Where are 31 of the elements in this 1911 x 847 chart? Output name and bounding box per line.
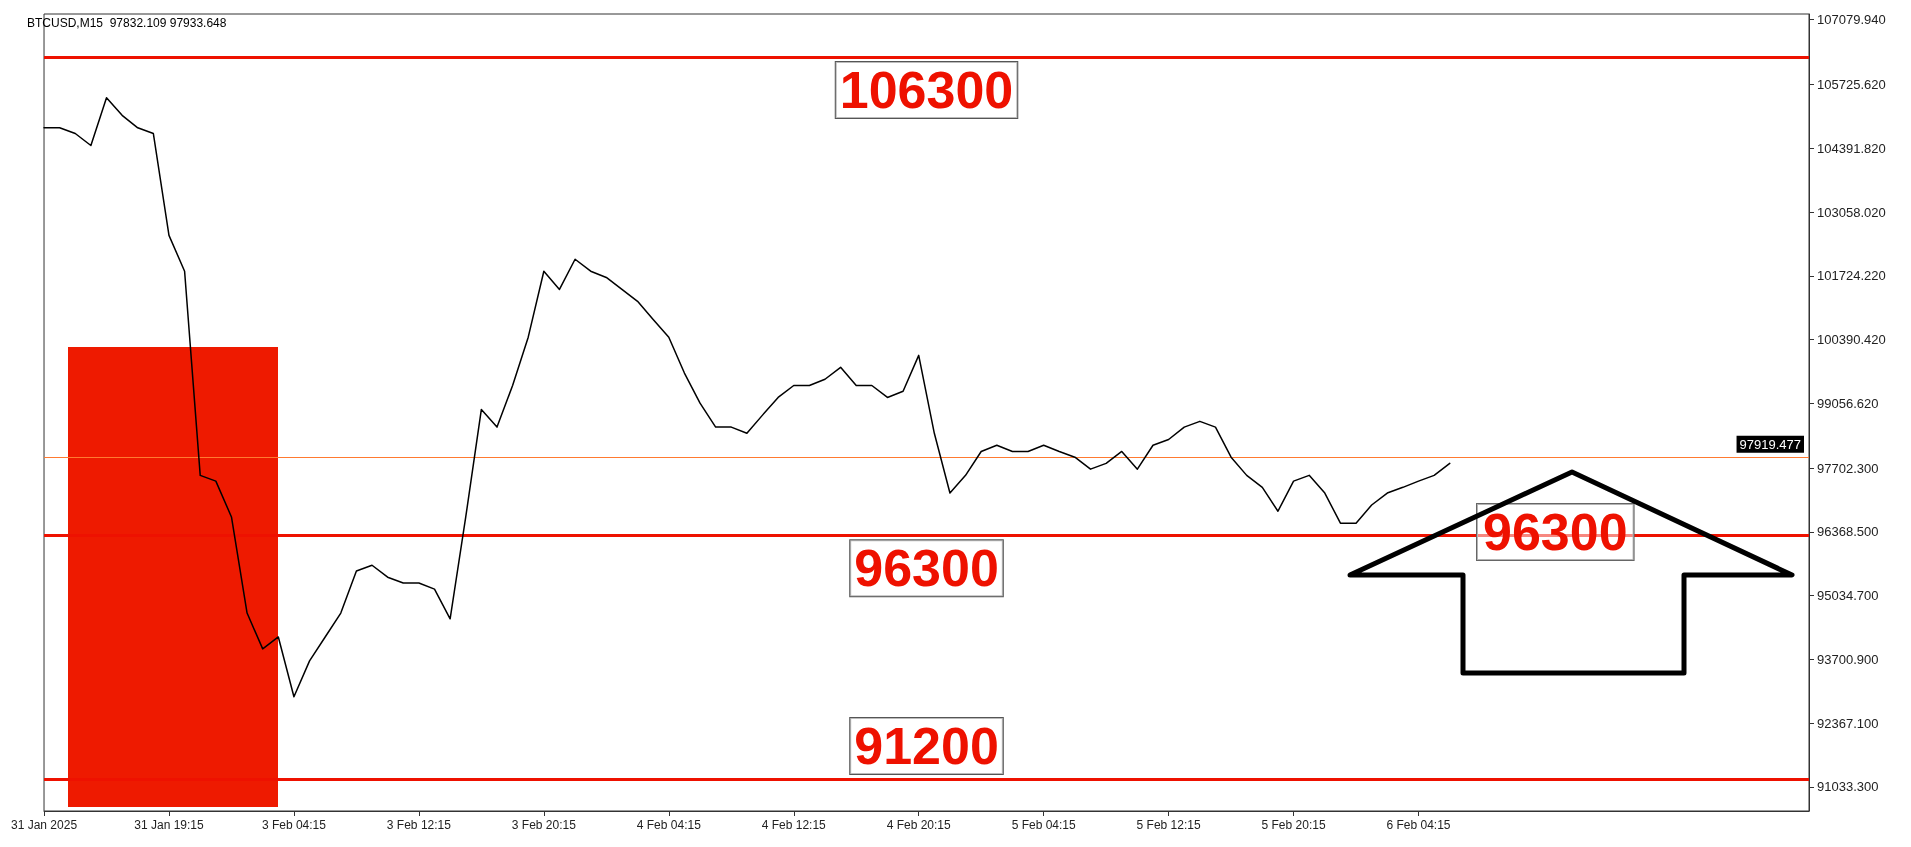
y-tick-label: 99056.620 bbox=[1817, 395, 1879, 411]
y-tick-label: 96368.500 bbox=[1817, 524, 1879, 540]
ref-line-label: 97919.477 bbox=[1739, 436, 1801, 452]
y-tick-label: 105725.620 bbox=[1817, 76, 1886, 92]
y-tick-label: 100390.420 bbox=[1817, 332, 1886, 348]
x-tick-label: 4 Feb 12:15 bbox=[761, 818, 827, 832]
y-tick-label: 103058.020 bbox=[1817, 204, 1886, 220]
x-tick-label: 4 Feb 04:15 bbox=[636, 818, 702, 832]
ref-line-label: 96300 bbox=[854, 539, 999, 598]
x-tick-label: 3 Feb 04:15 bbox=[261, 818, 327, 832]
y-tick-label: 104391.820 bbox=[1817, 140, 1886, 156]
x-tick-label: 5 Feb 04:15 bbox=[1011, 818, 1076, 832]
y-tick-label: 95034.700 bbox=[1817, 588, 1879, 604]
ref-line-label: 91200 bbox=[854, 716, 999, 775]
chart-title: BTCUSD,M15 97832.109 97933.648 bbox=[27, 16, 227, 30]
ref-line-label: 106300 bbox=[839, 61, 1014, 120]
x-tick-label: 6 Feb 04:15 bbox=[1386, 818, 1451, 832]
x-tick-label: 3 Feb 20:15 bbox=[511, 818, 577, 832]
x-tick-label: 31 Jan 19:15 bbox=[134, 818, 204, 832]
y-tick-label: 92367.100 bbox=[1817, 715, 1879, 731]
x-tick-label: 5 Feb 20:15 bbox=[1261, 818, 1326, 832]
y-tick-label: 93700.900 bbox=[1817, 651, 1879, 667]
annotation: 96300 bbox=[1483, 503, 1628, 561]
y-tick-label: 107079.940 bbox=[1817, 12, 1886, 28]
y-tick-label: 97702.300 bbox=[1817, 460, 1879, 476]
x-tick-label: 4 Feb 20:15 bbox=[886, 818, 952, 832]
x-tick-label: 31 Jan 2025 bbox=[11, 818, 78, 832]
x-tick-label: 5 Feb 12:15 bbox=[1136, 818, 1201, 832]
x-tick-label: 3 Feb 12:15 bbox=[386, 818, 452, 832]
y-tick-label: 91033.300 bbox=[1817, 779, 1879, 795]
y-tick-label: 101724.220 bbox=[1817, 268, 1886, 284]
